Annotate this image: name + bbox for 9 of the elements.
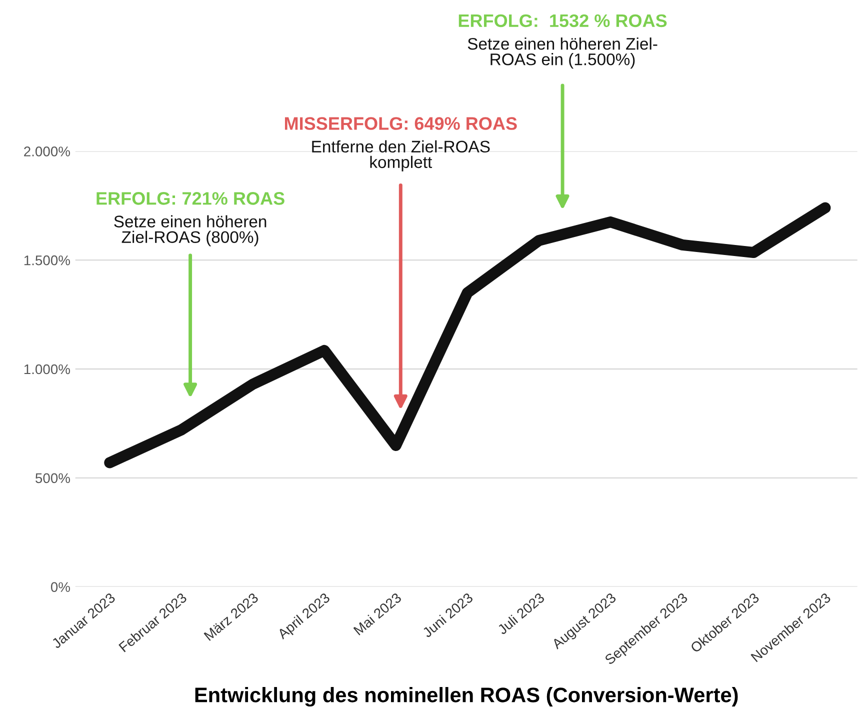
y-tick-label: 500%	[36, 473, 70, 484]
text: ERFOLG: 1532 % ROAS Setze einen höheren Ziel- ROAS ein (1.500%)	[458, 14, 667, 69]
annotation: ERFOLG: 721% ROAS Setze einen höheren Ziel-ROAS (800%)	[96, 192, 284, 246]
x-axis-title: Entwicklung des nominellen ROAS (Conversion-Werte)	[195, 687, 738, 707]
annotation: MISSERFOLG: 649% ROAS Entferne den Ziel-ROAS komplett	[284, 117, 517, 172]
y-tick-label: 1.000%	[24, 364, 70, 374]
y-tick-label: 1.500%	[24, 255, 70, 266]
y-tick-label: 2.000%	[24, 146, 70, 156]
y-tick-label: 0%	[50, 582, 70, 592]
